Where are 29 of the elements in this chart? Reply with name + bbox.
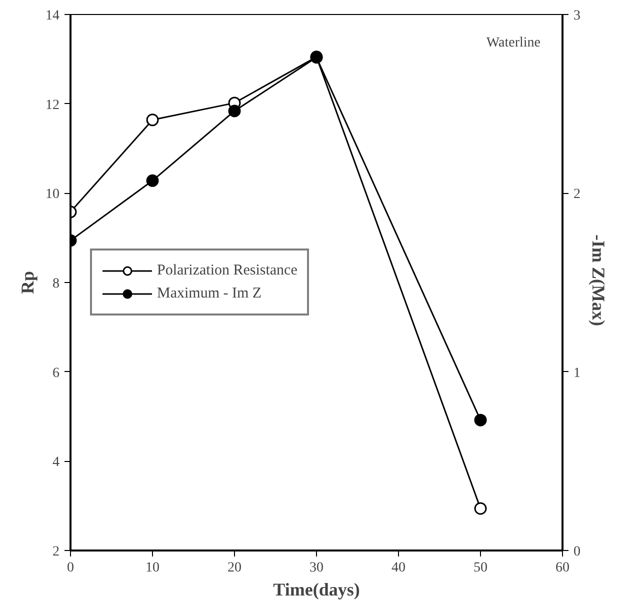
x-tick-label: 60: [556, 560, 570, 576]
x-tick-label: 50: [474, 560, 488, 576]
y2-tick-label: 0: [574, 544, 580, 560]
y-tick-label: 10: [46, 187, 60, 202]
x-tick-label: 20: [228, 560, 242, 576]
y2-tick-label: 3: [574, 8, 580, 24]
point: [228, 104, 241, 118]
legend-label: Maximum - Im Z: [157, 285, 262, 302]
annotation: Waterline: [486, 36, 541, 50]
x-tick-label: 40: [392, 560, 406, 576]
point: [474, 502, 487, 515]
y2-tick-label: 1: [574, 366, 580, 381]
y-tick-label: 8: [52, 276, 60, 292]
y-axis-title: Rp: [18, 270, 38, 294]
y-tick-label: 4: [52, 455, 60, 470]
y-tick-label: 2: [52, 544, 60, 560]
point: [146, 174, 159, 187]
y-tick-label: 14: [46, 8, 60, 24]
point: [474, 414, 487, 426]
x-axis-title: Time(days): [273, 580, 360, 600]
y2-tick-label: 2: [574, 187, 580, 202]
x-tick-label: 10: [146, 560, 160, 576]
x-tick-label: 0: [67, 560, 74, 576]
y2-axis-title: -Im Z(Max): [588, 234, 608, 326]
point: [146, 114, 159, 126]
legend-label: Polarization Resistance: [157, 262, 298, 279]
y-tick-label: 12: [46, 98, 60, 113]
x-tick-label: 30: [310, 560, 324, 576]
y-tick-label: 6: [52, 366, 60, 381]
